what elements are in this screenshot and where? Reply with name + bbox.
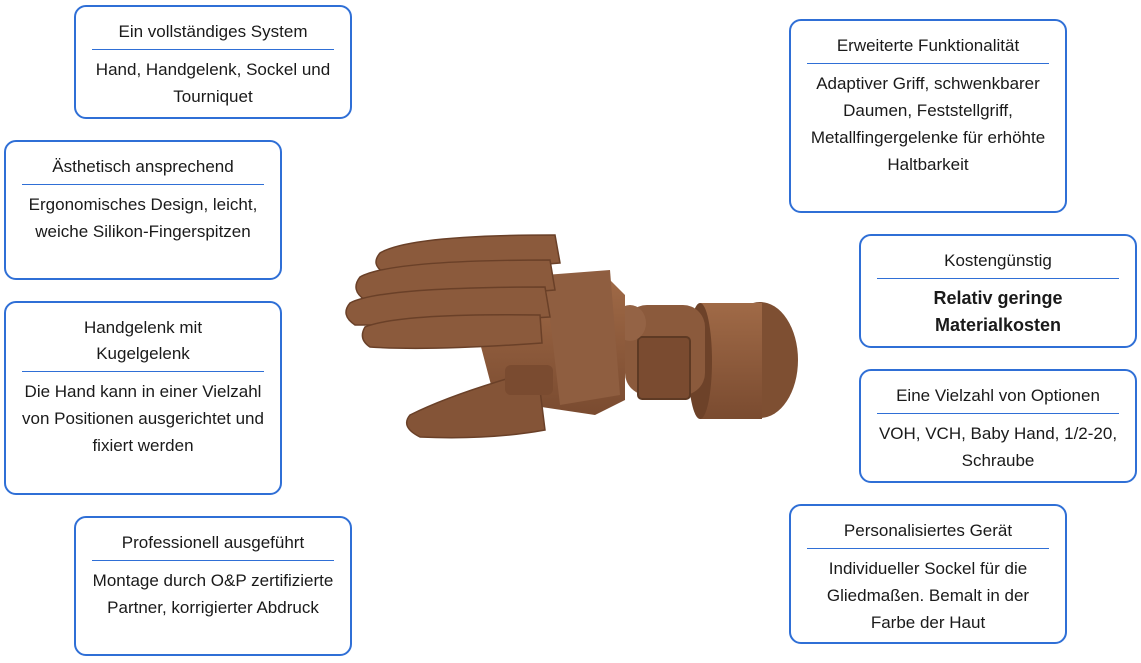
card-title: Professionell ausgeführt — [92, 530, 334, 561]
card-body: Individueller Sockel für die Gliedmaßen.… — [826, 559, 1030, 632]
card-body: Die Hand kann in einer Vielzahl von Posi… — [22, 382, 264, 455]
card-body: Montage durch O&P zertifizierte Partner,… — [92, 571, 334, 617]
prosthetic-hand-image — [345, 234, 798, 439]
card-body: Hand, Handgelenk, Sockel und Tourniquet — [95, 60, 331, 106]
card-extended-functionality: Erweiterte Funktionalität Adaptiver Grif… — [789, 19, 1067, 213]
card-body: Relativ geringe Materialkosten — [933, 288, 1063, 335]
card-title: Ästhetisch ansprechend — [22, 154, 264, 185]
card-body: Ergonomisches Design, leicht, weiche Sil… — [28, 195, 258, 241]
card-cost-effective: Kostengünstig Relativ geringe Materialko… — [859, 234, 1137, 348]
thumb — [405, 365, 553, 439]
card-options: Eine Vielzahl von Optionen VOH, VCH, Bab… — [859, 369, 1137, 483]
card-personalized-device: Personalisiertes Gerät Individueller Soc… — [789, 504, 1067, 644]
card-complete-system: Ein vollständiges System Hand, Handgelen… — [74, 5, 352, 119]
fingers — [345, 234, 561, 350]
card-title: Handgelenk mit Kugelgelenk — [22, 315, 264, 372]
card-title: Ein vollständiges System — [92, 19, 334, 50]
wrist-joint — [614, 305, 705, 400]
card-body: Adaptiver Griff, schwenkbarer Daumen, Fe… — [810, 74, 1046, 174]
card-title: Eine Vielzahl von Optionen — [877, 383, 1119, 414]
card-body: VOH, VCH, Baby Hand, 1/2-20, Schraube — [878, 424, 1118, 470]
card-aesthetic: Ästhetisch ansprechend Ergonomisches Des… — [4, 140, 282, 280]
card-title: Kostengünstig — [877, 248, 1119, 279]
card-ball-joint-wrist: Handgelenk mit Kugelgelenk Die Hand kann… — [4, 301, 282, 495]
card-professional: Professionell ausgeführt Montage durch O… — [74, 516, 352, 656]
card-title: Personalisiertes Gerät — [807, 518, 1049, 549]
card-title: Erweiterte Funktionalität — [807, 33, 1049, 64]
